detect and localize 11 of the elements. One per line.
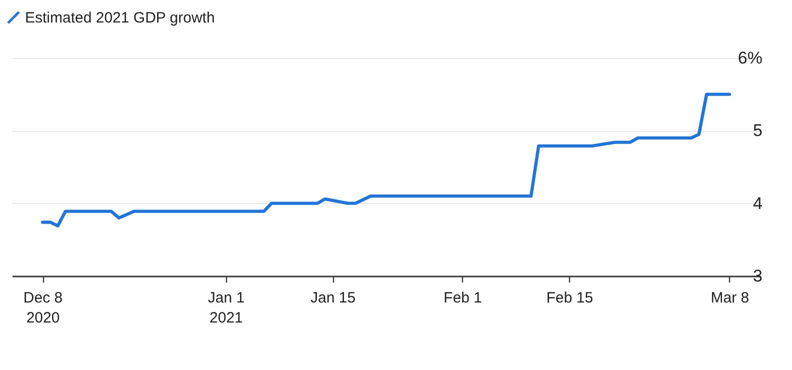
line-series xyxy=(40,92,732,228)
y-tick-label: 5 xyxy=(753,121,762,140)
x-tick-label: Dec 8 2020 xyxy=(23,290,63,326)
x-tick-label: Feb 15 xyxy=(546,290,594,306)
x-tick-label: Jan 15 xyxy=(310,290,356,306)
y-tick-label: 6% xyxy=(738,48,762,68)
x-tick-label: Jan 1 2021 xyxy=(208,290,245,326)
legend-label: Estimated 2021 GDP growth xyxy=(25,10,215,26)
x-tick-label: Mar 8 xyxy=(710,290,750,306)
x-tick-label: Feb 1 xyxy=(444,290,482,306)
y-tick-label: 4 xyxy=(753,194,762,213)
